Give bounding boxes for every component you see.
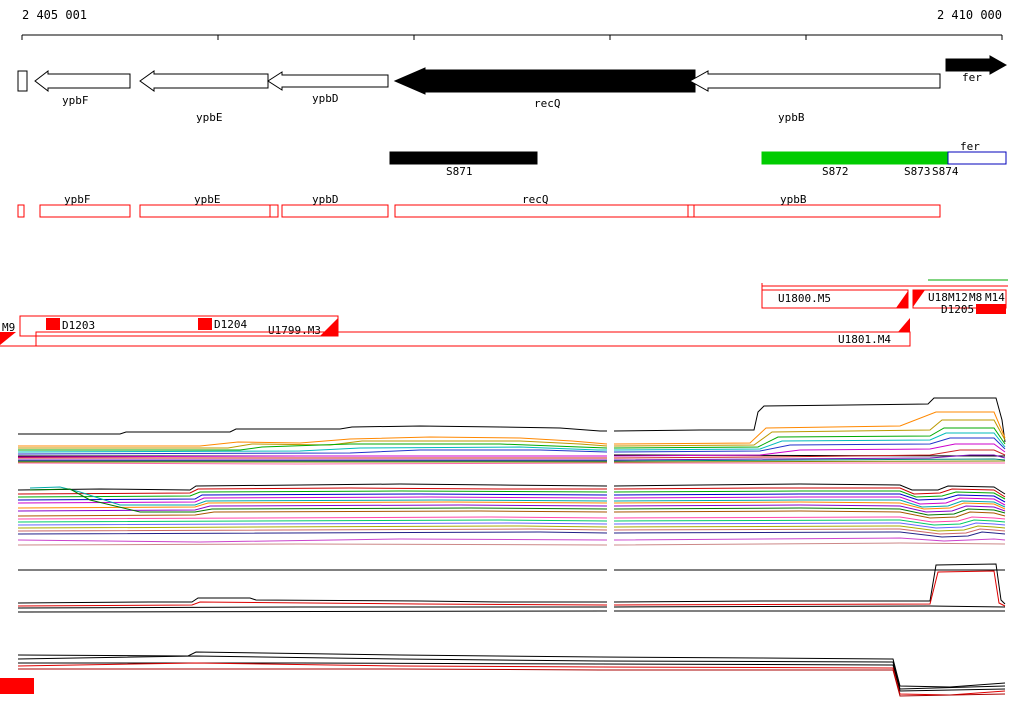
feature-label-M9: M9 [2, 321, 15, 334]
gene-box[interactable] [687, 204, 695, 218]
gene-label-ypbD: ypbD [312, 92, 339, 105]
gene-box-label-ypbE: ypbE [194, 193, 221, 206]
feature-label-D1203: D1203 [62, 319, 95, 332]
gene-box-ypbD[interactable] [281, 204, 389, 218]
profile-line-panel1 [18, 419, 1006, 449]
segment-S872[interactable] [761, 151, 949, 165]
gene-box-label-ypbF: ypbF [64, 193, 91, 206]
profile-line-panel4 [18, 668, 1006, 697]
gene-partial-left[interactable] [17, 70, 28, 92]
segment-S871[interactable] [389, 151, 538, 165]
profile-line-panel2 [17, 537, 1006, 543]
profile-line-panel3 [17, 610, 1005, 613]
profile-line-panel4 [17, 662, 1006, 696]
profile-line-panel2 [17, 493, 1006, 503]
feature-marker[interactable] [198, 318, 212, 330]
gene-box-label-ypbB: ypbB [780, 193, 807, 206]
feature-label-D1205: D1205 [941, 303, 974, 316]
feature-marker[interactable] [0, 678, 34, 694]
feature-label-M12: M12 [948, 291, 968, 304]
feature-label-U1799.M3: U1799.M3 [268, 324, 321, 337]
gene-arrow-recQ[interactable] [393, 67, 696, 95]
segment-label-fer-segment: fer [960, 140, 980, 153]
gene-arrow-ypbF[interactable] [34, 69, 131, 93]
feature-label-U18: U18 [928, 291, 948, 304]
profile-line-panel2 [17, 487, 1006, 498]
gene-arrow-ypbE[interactable] [139, 70, 269, 92]
ruler-start-coordinate: 2 405 001 [22, 8, 88, 22]
profile-line-panel2 [17, 510, 1006, 519]
profile-line-panel2 [17, 501, 1006, 510]
gene-box-label-recQ: recQ [522, 193, 549, 206]
profile-line-panel4 [17, 655, 1006, 690]
gene-label-fer: fer [962, 71, 982, 84]
segment-label-S872: S872 [822, 165, 849, 178]
profile-line-panel2 [17, 525, 1006, 532]
profile-line-panel3 [17, 605, 1006, 609]
profile-line-panel2 [17, 542, 1006, 546]
gene-box-ypbF[interactable] [39, 204, 131, 218]
gene-box-recQ[interactable] [394, 204, 689, 218]
profile-line-panel2 [17, 504, 1006, 513]
feature-label-M14: M14 [985, 291, 1005, 304]
gene-label-recQ: recQ [534, 97, 561, 110]
gene-box[interactable] [269, 204, 279, 218]
profile-line-panel2 [17, 516, 1006, 523]
gene-box-ypbB[interactable] [693, 204, 941, 218]
segment-label-S871: S871 [446, 165, 473, 178]
profile-line-panel2 [17, 522, 1006, 529]
feature-flag[interactable] [896, 291, 908, 308]
feature-marker[interactable] [46, 318, 60, 330]
profile-line-panel2 [17, 528, 1006, 535]
feature-marker[interactable] [976, 304, 1006, 314]
feature-flag[interactable] [898, 318, 910, 332]
feature-label-M8: M8 [969, 291, 982, 304]
gene-arrow-ypbB[interactable] [688, 70, 941, 92]
profile-line-panel1 [17, 437, 1006, 455]
profile-line-panel1 [18, 411, 1006, 447]
gene-box-ypbE[interactable] [139, 204, 271, 218]
profile-line-panel2 [17, 490, 1006, 500]
gene-label-ypbE: ypbE [196, 111, 223, 124]
gene-box[interactable] [17, 204, 25, 218]
profile-line-panel4 [17, 651, 1006, 688]
profile-line-panel1 [18, 397, 1006, 443]
profile-line-panel3 [17, 563, 1006, 605]
profile-line-panel2 [17, 531, 1006, 538]
segment-fer-segment[interactable] [947, 151, 1007, 165]
feature-label-D1204: D1204 [214, 318, 247, 331]
profile-line-panel1 [17, 443, 1006, 458]
profile-line-panel2 [17, 496, 1006, 506]
gene-box-label-ypbD: ypbD [312, 193, 339, 206]
feature-flag[interactable] [913, 290, 925, 307]
probe-gap [607, 386, 614, 628]
ruler-end-coordinate: 2 410 000 [936, 8, 1002, 22]
profile-line-panel2 [17, 519, 1006, 526]
segment-label-S874: S874 [932, 165, 959, 178]
feature-flag[interactable] [0, 332, 16, 345]
feature-box-U1801.M4[interactable] [35, 331, 911, 347]
gene-label-ypbF: ypbF [62, 94, 89, 107]
feature-label-U1800.M5: U1800.M5 [778, 292, 831, 305]
profile-line-panel1 [17, 462, 1005, 465]
gene-arrow-fer[interactable] [945, 55, 1008, 75]
profile-line-panel4 [18, 662, 1006, 692]
segment-label-S873: S873 [904, 165, 931, 178]
feature-label-U1801.M4: U1801.M4 [838, 333, 891, 346]
feature-flag[interactable] [320, 318, 338, 336]
gene-label-ypbB: ypbB [778, 111, 805, 124]
gene-arrow-ypbD[interactable] [267, 71, 389, 91]
